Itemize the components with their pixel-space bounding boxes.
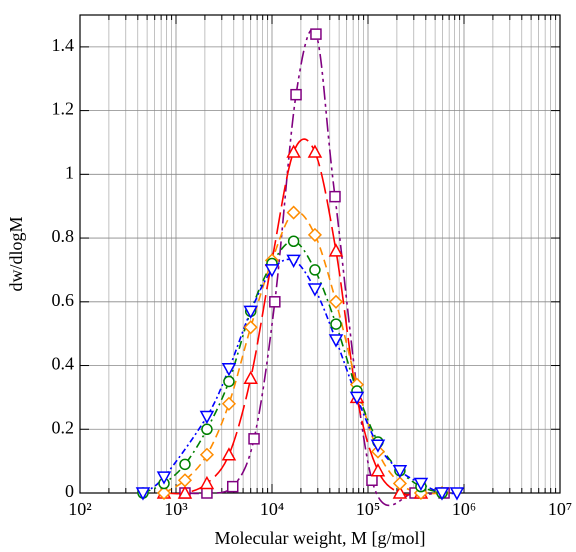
plot-frame: [79, 14, 561, 494]
marker: [310, 28, 322, 40]
marker: [199, 410, 215, 425]
marker: [243, 305, 258, 319]
marker: [328, 294, 344, 309]
marker: [177, 485, 193, 499]
marker: [287, 235, 300, 248]
marker: [286, 254, 301, 268]
marker: [286, 205, 301, 220]
y-tick-label: 1: [65, 162, 74, 182]
marker: [201, 487, 213, 499]
marker: [413, 477, 429, 492]
marker: [179, 458, 191, 471]
marker: [221, 362, 237, 377]
x-tick-label: 10²: [68, 499, 91, 519]
y-axis-label: dw/dlogM: [6, 216, 26, 291]
y-tick-label: 0.8: [52, 226, 75, 246]
marker: [223, 375, 235, 388]
marker: [330, 318, 342, 330]
marker: [226, 480, 239, 493]
marker: [201, 423, 213, 436]
x-tick-label: 10³: [164, 499, 188, 519]
y-tick-label: 0.6: [52, 290, 75, 310]
marker: [366, 474, 378, 487]
marker: [248, 433, 260, 445]
marker: [449, 487, 465, 501]
marker: [349, 391, 365, 405]
y-tick-label: 1.2: [52, 99, 75, 119]
marker: [370, 463, 386, 477]
x-tick-label: 10⁷: [548, 499, 572, 519]
marker: [199, 447, 214, 462]
marker: [328, 334, 344, 348]
marker: [290, 88, 302, 101]
marker: [307, 227, 322, 242]
marker: [392, 476, 407, 491]
marker: [243, 320, 258, 335]
x-axis-label: Molecular weight, M [g/mol]: [215, 528, 426, 548]
marker: [221, 396, 236, 411]
marker: [307, 283, 323, 297]
marker: [329, 190, 341, 203]
marker: [156, 471, 172, 485]
marker: [307, 144, 323, 158]
series-line: [163, 210, 443, 495]
marker: [392, 485, 408, 499]
y-tick-label: 0.4: [52, 354, 75, 374]
marker: [370, 439, 386, 453]
marker: [264, 264, 280, 278]
x-tick-label: 10⁵: [356, 499, 380, 519]
y-tick-label: 0.2: [52, 417, 75, 437]
marker: [135, 487, 151, 501]
marker: [434, 487, 450, 501]
marker: [286, 144, 301, 158]
marker: [309, 264, 321, 276]
marker: [199, 475, 215, 490]
series-line: [163, 138, 422, 496]
y-tick-label: 0: [65, 481, 74, 501]
y-tick-label: 1.4: [52, 35, 75, 55]
marker: [156, 485, 172, 501]
x-tick-label: 10⁶: [452, 499, 476, 519]
marker: [392, 464, 408, 479]
marker: [269, 296, 281, 308]
x-tick-label: 10⁴: [260, 499, 284, 519]
marker: [177, 473, 193, 488]
marker: [328, 243, 344, 257]
marker: [243, 370, 258, 385]
marker: [221, 447, 237, 461]
